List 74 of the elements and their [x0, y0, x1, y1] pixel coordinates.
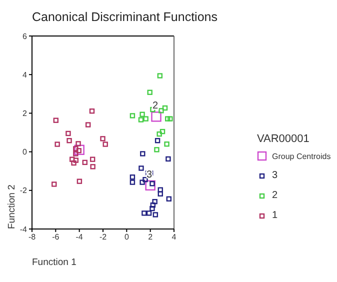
x-tick-label: -6 [52, 232, 60, 242]
point [100, 136, 106, 142]
point [146, 210, 152, 216]
point [142, 210, 147, 216]
point [145, 180, 156, 190]
point [143, 116, 148, 122]
point [138, 166, 144, 171]
y-tick-label: 6 [22, 32, 28, 41]
point [73, 158, 78, 163]
point [130, 113, 136, 118]
y-tick-label: -4 [20, 224, 28, 234]
chart-title: Canonical Discriminant Functions [32, 10, 218, 24]
point [130, 180, 136, 185]
point [53, 118, 59, 123]
point [66, 130, 71, 136]
point [90, 156, 96, 162]
point [142, 176, 148, 182]
point [73, 151, 78, 156]
legend-label: 3 [272, 170, 278, 181]
point [140, 180, 145, 185]
point [156, 131, 162, 137]
point [138, 117, 144, 122]
point [76, 178, 82, 184]
y-tick-label: 0 [22, 148, 28, 157]
y-tick-label: 2 [22, 109, 28, 118]
point [85, 122, 91, 128]
y-tick-label: 4 [22, 70, 28, 80]
point [168, 116, 173, 122]
x-tick-label: 0 [124, 232, 130, 242]
point [130, 174, 136, 180]
x-tick-label: 4 [172, 232, 177, 242]
point [162, 105, 168, 111]
point [158, 191, 163, 196]
point [82, 160, 88, 166]
x-tick-label: -8 [28, 232, 36, 242]
point [147, 90, 152, 95]
point [150, 202, 156, 208]
point [54, 142, 60, 147]
legend-label: 2 [272, 190, 278, 201]
point [71, 160, 76, 166]
point [160, 128, 166, 134]
point [73, 146, 78, 152]
point [140, 112, 145, 117]
point [52, 182, 57, 187]
x-axis-title: Function 1 [32, 257, 76, 268]
point [154, 147, 160, 152]
point [157, 73, 163, 78]
point [158, 108, 164, 114]
point [66, 138, 72, 144]
point [166, 156, 171, 162]
x-tick-label: -4 [76, 232, 84, 242]
point [158, 187, 163, 192]
point [164, 141, 170, 147]
y-tick-label: -2 [20, 186, 28, 196]
point [102, 142, 108, 147]
point [74, 144, 84, 155]
point [152, 212, 158, 218]
legend-label: 1 [272, 210, 278, 221]
x-tick-label: -2 [99, 232, 108, 242]
point [151, 112, 162, 122]
annotation: 2 [152, 100, 158, 112]
legend-title: VAR00001 [257, 133, 310, 145]
point [89, 108, 95, 114]
point [76, 141, 81, 146]
point [154, 138, 160, 144]
point [140, 151, 146, 156]
point [90, 164, 96, 170]
point [150, 206, 155, 212]
point [152, 198, 158, 204]
point [166, 196, 172, 202]
x-tick-label: 2 [148, 232, 154, 242]
y-axis-title: Function 2 [6, 184, 18, 229]
legend-label: Group Centroids [272, 152, 331, 160]
point [165, 116, 170, 122]
